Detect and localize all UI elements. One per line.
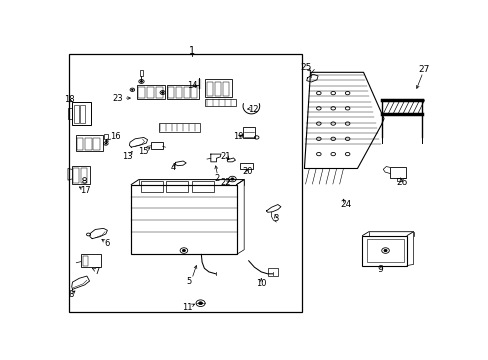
Circle shape xyxy=(105,143,106,144)
Text: 25: 25 xyxy=(300,63,311,72)
Text: 19: 19 xyxy=(233,132,243,141)
Bar xyxy=(240,163,252,169)
Bar xyxy=(159,123,200,132)
Bar xyxy=(214,82,221,96)
Text: 8: 8 xyxy=(68,291,73,300)
Text: 23: 23 xyxy=(112,94,122,103)
Bar xyxy=(205,79,231,97)
Bar xyxy=(183,87,189,98)
Bar xyxy=(147,87,154,98)
Circle shape xyxy=(383,249,386,252)
Bar xyxy=(151,143,163,149)
Text: 12: 12 xyxy=(248,105,258,114)
Bar xyxy=(366,239,403,262)
Text: 6: 6 xyxy=(104,239,110,248)
Text: 16: 16 xyxy=(109,132,120,141)
Text: 27: 27 xyxy=(418,65,429,74)
Circle shape xyxy=(182,249,185,252)
Bar xyxy=(141,181,163,192)
Text: 21: 21 xyxy=(220,152,231,161)
Text: 18: 18 xyxy=(64,95,75,104)
Text: 3: 3 xyxy=(273,214,279,223)
Bar xyxy=(93,138,100,150)
Bar xyxy=(81,254,101,267)
Bar xyxy=(362,235,407,266)
Text: 22: 22 xyxy=(220,178,231,187)
Bar xyxy=(74,105,79,123)
Bar xyxy=(137,85,165,99)
Bar xyxy=(243,127,255,138)
Text: 4: 4 xyxy=(170,163,175,172)
Bar xyxy=(176,87,182,98)
Text: 2: 2 xyxy=(214,174,220,183)
Bar xyxy=(192,181,214,192)
Circle shape xyxy=(198,302,202,305)
Bar xyxy=(389,167,405,179)
Text: 14: 14 xyxy=(186,81,197,90)
Bar xyxy=(83,256,87,266)
Bar xyxy=(131,185,236,255)
Bar xyxy=(81,105,85,123)
Text: 9: 9 xyxy=(377,265,382,274)
Circle shape xyxy=(230,178,233,180)
Bar xyxy=(166,181,188,192)
Bar xyxy=(81,168,86,183)
Circle shape xyxy=(140,81,142,82)
Text: 1: 1 xyxy=(188,46,195,56)
Bar xyxy=(138,87,145,98)
Text: 17: 17 xyxy=(81,186,91,195)
Text: 10: 10 xyxy=(255,279,266,288)
Bar xyxy=(206,82,213,96)
Circle shape xyxy=(131,89,133,90)
Bar xyxy=(156,87,163,98)
Bar xyxy=(73,168,79,183)
Bar xyxy=(205,99,236,107)
Bar xyxy=(72,102,91,125)
Bar xyxy=(191,87,197,98)
Text: 26: 26 xyxy=(396,178,407,187)
Bar xyxy=(68,54,301,312)
Bar xyxy=(85,138,92,150)
Bar xyxy=(267,268,278,276)
Bar xyxy=(104,134,107,139)
Text: 24: 24 xyxy=(340,200,351,209)
Text: 7: 7 xyxy=(94,266,100,275)
Bar xyxy=(75,135,102,151)
Bar xyxy=(72,166,90,184)
Bar xyxy=(167,85,199,99)
Bar xyxy=(139,70,143,76)
Bar xyxy=(77,138,83,150)
Text: 15: 15 xyxy=(138,147,149,156)
Bar xyxy=(168,87,174,98)
Circle shape xyxy=(161,92,163,93)
Text: 11: 11 xyxy=(182,303,192,312)
Bar xyxy=(222,82,228,96)
Text: 13: 13 xyxy=(122,152,132,161)
Text: 20: 20 xyxy=(242,167,252,176)
Text: 5: 5 xyxy=(186,276,191,285)
